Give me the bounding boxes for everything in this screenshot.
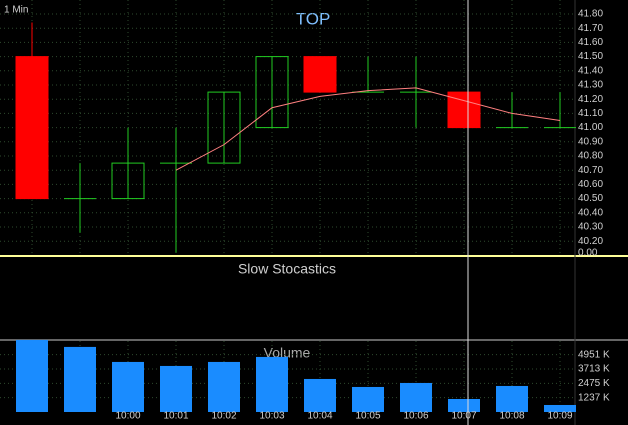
volume-bar	[496, 385, 528, 412]
y-tick-label: 40.70	[578, 165, 603, 176]
candle-body	[303, 56, 337, 93]
x-tick-label: 10:06	[403, 411, 428, 422]
y-tick-label: 3713 K	[578, 364, 610, 375]
volume-bar	[112, 361, 144, 412]
x-tick-label: 10:09	[547, 411, 572, 422]
volume-bar	[160, 365, 192, 412]
y-tick-label: 4951 K	[578, 349, 610, 360]
x-tick-label: 10:04	[307, 411, 332, 422]
volume-bar	[544, 404, 576, 412]
y-tick-label: 41.40	[578, 65, 603, 76]
y-tick-label: 40.50	[578, 193, 603, 204]
volume-bar	[256, 356, 288, 412]
y-tick-label: 41.10	[578, 108, 603, 119]
x-tick-label: 10:08	[499, 411, 524, 422]
candle-body	[255, 56, 289, 129]
y-tick-label: 40.30	[578, 222, 603, 233]
volume-bar	[64, 346, 96, 412]
candle-body	[111, 162, 145, 200]
moving-average	[175, 87, 561, 171]
chart-title: TOP	[296, 9, 331, 28]
y-tick-label: 40.80	[578, 151, 603, 162]
y-tick-label: 41.80	[578, 9, 603, 20]
x-tick-label: 10:05	[355, 411, 380, 422]
y-tick-label: 41.70	[578, 23, 603, 34]
panel-title: Volume	[264, 345, 311, 361]
x-tick-label: 10:00	[115, 411, 140, 422]
x-tick-label: 10:01	[163, 411, 188, 422]
y-tick-label: 2475 K	[578, 378, 610, 389]
panel-title: Slow Stocastics	[238, 261, 336, 277]
y-tick-label: 40.20	[578, 236, 603, 247]
y-tick-label: 41.60	[578, 37, 603, 48]
y-tick-label: 40.40	[578, 207, 603, 218]
volume-bar	[304, 378, 336, 412]
y-tick-label: 0.00	[578, 248, 598, 259]
y-tick-label: 1237 K	[578, 392, 610, 403]
volume-bar	[208, 361, 240, 412]
y-tick-label: 41.20	[578, 94, 603, 105]
y-tick-label: 41.50	[578, 51, 603, 62]
candle-body	[15, 56, 49, 200]
x-tick-label: 10:02	[211, 411, 236, 422]
volume-bar	[352, 386, 384, 412]
volume-bar	[448, 398, 480, 412]
volume-bar	[400, 382, 432, 412]
y-tick-label: 40.90	[578, 136, 603, 147]
volume-bar	[16, 339, 48, 412]
candle-body	[207, 91, 241, 164]
timeframe: 1 Min	[4, 5, 28, 16]
x-tick-label: 10:03	[259, 411, 284, 422]
x-tick-label: 10:07	[451, 411, 476, 422]
y-tick-label: 41.30	[578, 80, 603, 91]
y-tick-label: 40.60	[578, 179, 603, 190]
y-tick-label: 41.00	[578, 122, 603, 133]
